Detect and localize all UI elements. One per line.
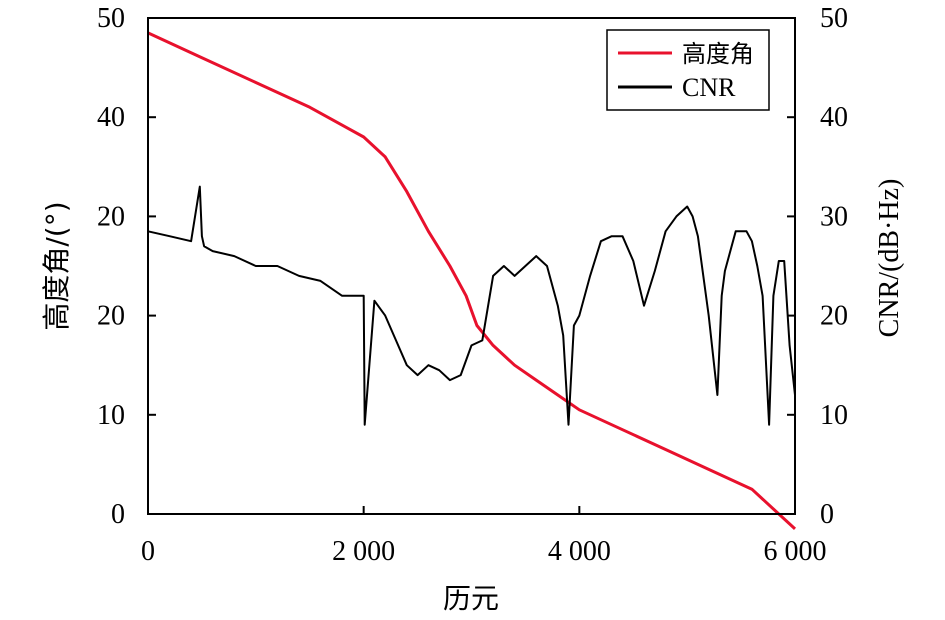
x-tick-label: 0	[141, 536, 155, 567]
x-axis-title: 历元	[443, 582, 499, 615]
y-left-tick-label: 40	[97, 102, 125, 133]
y-right-tick-label: 30	[820, 201, 848, 232]
y-left-tick-label: 50	[97, 3, 125, 34]
y-right-tick-label: 10	[820, 400, 848, 431]
series-line-cnr	[147, 185, 796, 426]
y-axis-right-title: CNR/(dB·Hz)	[874, 179, 905, 338]
series-line-elevation	[147, 31, 797, 531]
y-left-tick-label: 20	[97, 301, 125, 332]
y-right-tick-label: 50	[820, 3, 848, 34]
legend-box	[606, 29, 770, 111]
y-left-tick-label: 20	[97, 201, 125, 232]
y-right-tick-label: 40	[820, 102, 848, 133]
legend-label-cnr: CNR	[682, 73, 736, 102]
series-layer	[147, 31, 797, 531]
y-axis-left-title: 高度角/(°)	[40, 201, 73, 330]
y-right-tick-label: 0	[820, 499, 834, 530]
ticks-layer: 0 2 000 4 000 6 000 0 10 20 20 40 50 0 10 20 30 40 50	[97, 3, 848, 567]
x-tick-label: 2 000	[332, 536, 395, 567]
y-right-tick-label: 20	[820, 301, 848, 332]
plot-frame	[147, 17, 796, 515]
x-tick-label: 6 000	[764, 536, 827, 567]
x-tick-label: 4 000	[548, 536, 611, 567]
y-left-tick-label: 0	[111, 499, 125, 530]
legend: 高度角 CNR	[606, 29, 770, 111]
legend-label-elevation: 高度角	[682, 40, 754, 68]
y-left-tick-label: 10	[97, 400, 125, 431]
